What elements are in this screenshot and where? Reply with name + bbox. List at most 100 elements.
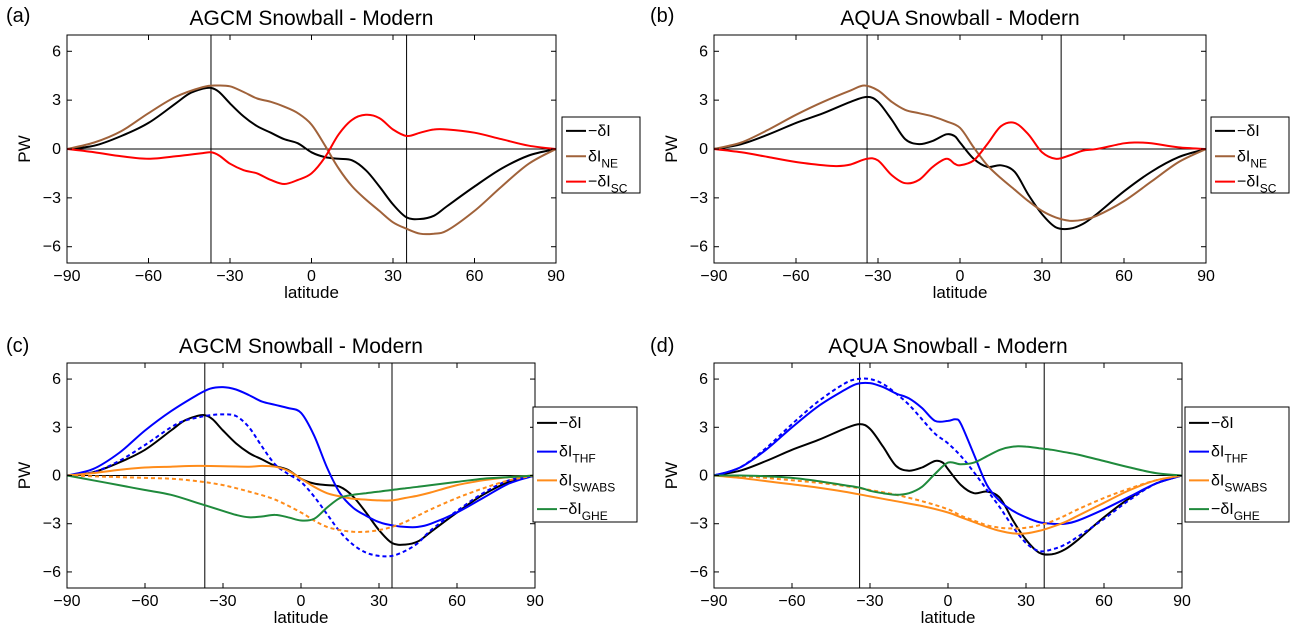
y-tick-label: 6 bbox=[699, 371, 708, 388]
x-tick-label: −90 bbox=[53, 593, 80, 610]
panel-label: (b) bbox=[650, 5, 674, 27]
y-tick-label: 6 bbox=[52, 43, 61, 60]
y-tick-label: 3 bbox=[699, 419, 708, 436]
legend-entry-main: −δI bbox=[1237, 174, 1260, 191]
legend-box bbox=[532, 406, 638, 523]
y-tick-label: −6 bbox=[690, 239, 708, 256]
legend-entry-subscript: SWABS bbox=[572, 480, 615, 494]
panel-title: AQUA Snowball - Modern bbox=[828, 335, 1067, 358]
series-line bbox=[714, 377, 1182, 553]
legend-entry: δINE bbox=[588, 148, 618, 170]
x-tick-label: −30 bbox=[209, 593, 236, 610]
y-axis-label: PW bbox=[15, 462, 34, 489]
panel-title: AGCM Snowball - Modern bbox=[190, 7, 434, 30]
legend-entry-main: −δI bbox=[559, 415, 582, 432]
y-axis-label: PW bbox=[662, 462, 681, 489]
x-tick-label: 90 bbox=[526, 593, 544, 610]
series-group bbox=[67, 386, 535, 558]
y-tick-label: 6 bbox=[699, 43, 708, 60]
panel-title: AGCM Snowball - Modern bbox=[179, 335, 423, 358]
series-line bbox=[714, 474, 1182, 535]
legend-entry: −δI bbox=[1237, 123, 1260, 140]
series-line bbox=[714, 445, 1182, 496]
legend-entry-main: δI bbox=[588, 148, 601, 165]
series-group bbox=[714, 84, 1206, 231]
legend-entry: δINE bbox=[1237, 148, 1267, 170]
legend-entry: −δI bbox=[1211, 415, 1234, 432]
y-tick-label: −6 bbox=[690, 564, 708, 581]
x-tick-label: 60 bbox=[1115, 268, 1133, 285]
y-tick-label: 0 bbox=[699, 468, 708, 485]
y-tick-label: 0 bbox=[699, 141, 708, 158]
legend-entry-main: −δI bbox=[1237, 123, 1260, 140]
x-tick-label: −90 bbox=[700, 268, 727, 285]
legend-entry-subscript: THF bbox=[1224, 452, 1247, 466]
x-tick-label: −60 bbox=[135, 268, 162, 285]
x-tick-label: −60 bbox=[131, 593, 158, 610]
x-tick-label: 90 bbox=[1197, 268, 1215, 285]
x-tick-label: 30 bbox=[370, 593, 388, 610]
x-tick-label: 90 bbox=[1173, 593, 1191, 610]
legend-entry-subscript: NE bbox=[601, 156, 618, 170]
x-tick-label: −30 bbox=[856, 593, 883, 610]
legend-entry-main: δI bbox=[1211, 444, 1224, 461]
legend-entry-subscript: GHE bbox=[1234, 509, 1260, 523]
y-tick-label: −3 bbox=[43, 190, 61, 207]
x-tick-label: 0 bbox=[297, 593, 306, 610]
x-tick-label: 60 bbox=[1095, 593, 1113, 610]
panel-title: AQUA Snowball - Modern bbox=[840, 7, 1079, 30]
panel-label: (d) bbox=[650, 335, 674, 357]
legend-entry: δISWABS bbox=[559, 472, 615, 494]
series-line bbox=[67, 386, 535, 529]
x-axis-label: latitude bbox=[284, 283, 339, 302]
series-line bbox=[714, 423, 1182, 556]
legend-entry-main: −δI bbox=[588, 174, 611, 191]
legend-entry: δITHF bbox=[1211, 444, 1248, 466]
legend-box bbox=[561, 116, 641, 194]
y-tick-label: −6 bbox=[43, 564, 61, 581]
legend-entry-main: δI bbox=[1237, 148, 1250, 165]
legend-entry: −δI bbox=[588, 123, 611, 140]
x-tick-label: −90 bbox=[53, 268, 80, 285]
series-line bbox=[67, 84, 556, 236]
series-line bbox=[67, 474, 535, 533]
x-tick-label: 0 bbox=[944, 593, 953, 610]
figure-panels: (a) AGCM Snowball - Modern−90 −60 −30 0 30 60 9… bbox=[6, 5, 1290, 627]
panel-d: (d) AQUA Snowball - Modern−90 −60 −30 0 30 60 9… bbox=[650, 335, 1290, 627]
legend-entry-subscript: THF bbox=[572, 452, 595, 466]
legend-entry-main: −δI bbox=[1211, 501, 1234, 518]
panel-label: (c) bbox=[6, 335, 29, 357]
y-axis-label: PW bbox=[15, 135, 34, 162]
legend-entry-main: δI bbox=[559, 444, 572, 461]
x-axis-label: latitude bbox=[274, 608, 329, 627]
legend-box bbox=[1210, 116, 1290, 194]
x-tick-label: 60 bbox=[448, 593, 466, 610]
legend-entry: −δISC bbox=[588, 174, 628, 196]
series-line bbox=[67, 474, 535, 522]
legend-entry: −δIGHE bbox=[1211, 501, 1260, 523]
legend-entry: −δISC bbox=[1237, 174, 1277, 196]
legend-entry-main: δI bbox=[559, 472, 572, 489]
legend-entry-main: −δI bbox=[559, 501, 582, 518]
legend-entry: −δIGHE bbox=[559, 501, 608, 523]
series-line bbox=[714, 95, 1206, 231]
y-tick-label: 0 bbox=[52, 468, 61, 485]
x-tick-label: 0 bbox=[307, 268, 316, 285]
x-tick-label: 90 bbox=[547, 268, 565, 285]
legend-entry-main: −δI bbox=[1211, 415, 1234, 432]
legend-entry-subscript: SC bbox=[1260, 182, 1277, 196]
series-group bbox=[67, 84, 556, 236]
series-line bbox=[714, 121, 1206, 185]
series-line bbox=[714, 381, 1182, 526]
y-tick-label: 3 bbox=[52, 419, 61, 436]
y-tick-label: 3 bbox=[699, 92, 708, 109]
y-tick-label: 6 bbox=[52, 371, 61, 388]
y-tick-label: −6 bbox=[43, 239, 61, 256]
x-tick-label: 30 bbox=[1033, 268, 1051, 285]
series-group bbox=[714, 377, 1182, 556]
y-tick-label: 0 bbox=[52, 141, 61, 158]
legend-entry-subscript: SWABS bbox=[1224, 480, 1267, 494]
x-tick-label: 0 bbox=[956, 268, 965, 285]
legend: −δI δINE −δISC bbox=[561, 116, 641, 196]
